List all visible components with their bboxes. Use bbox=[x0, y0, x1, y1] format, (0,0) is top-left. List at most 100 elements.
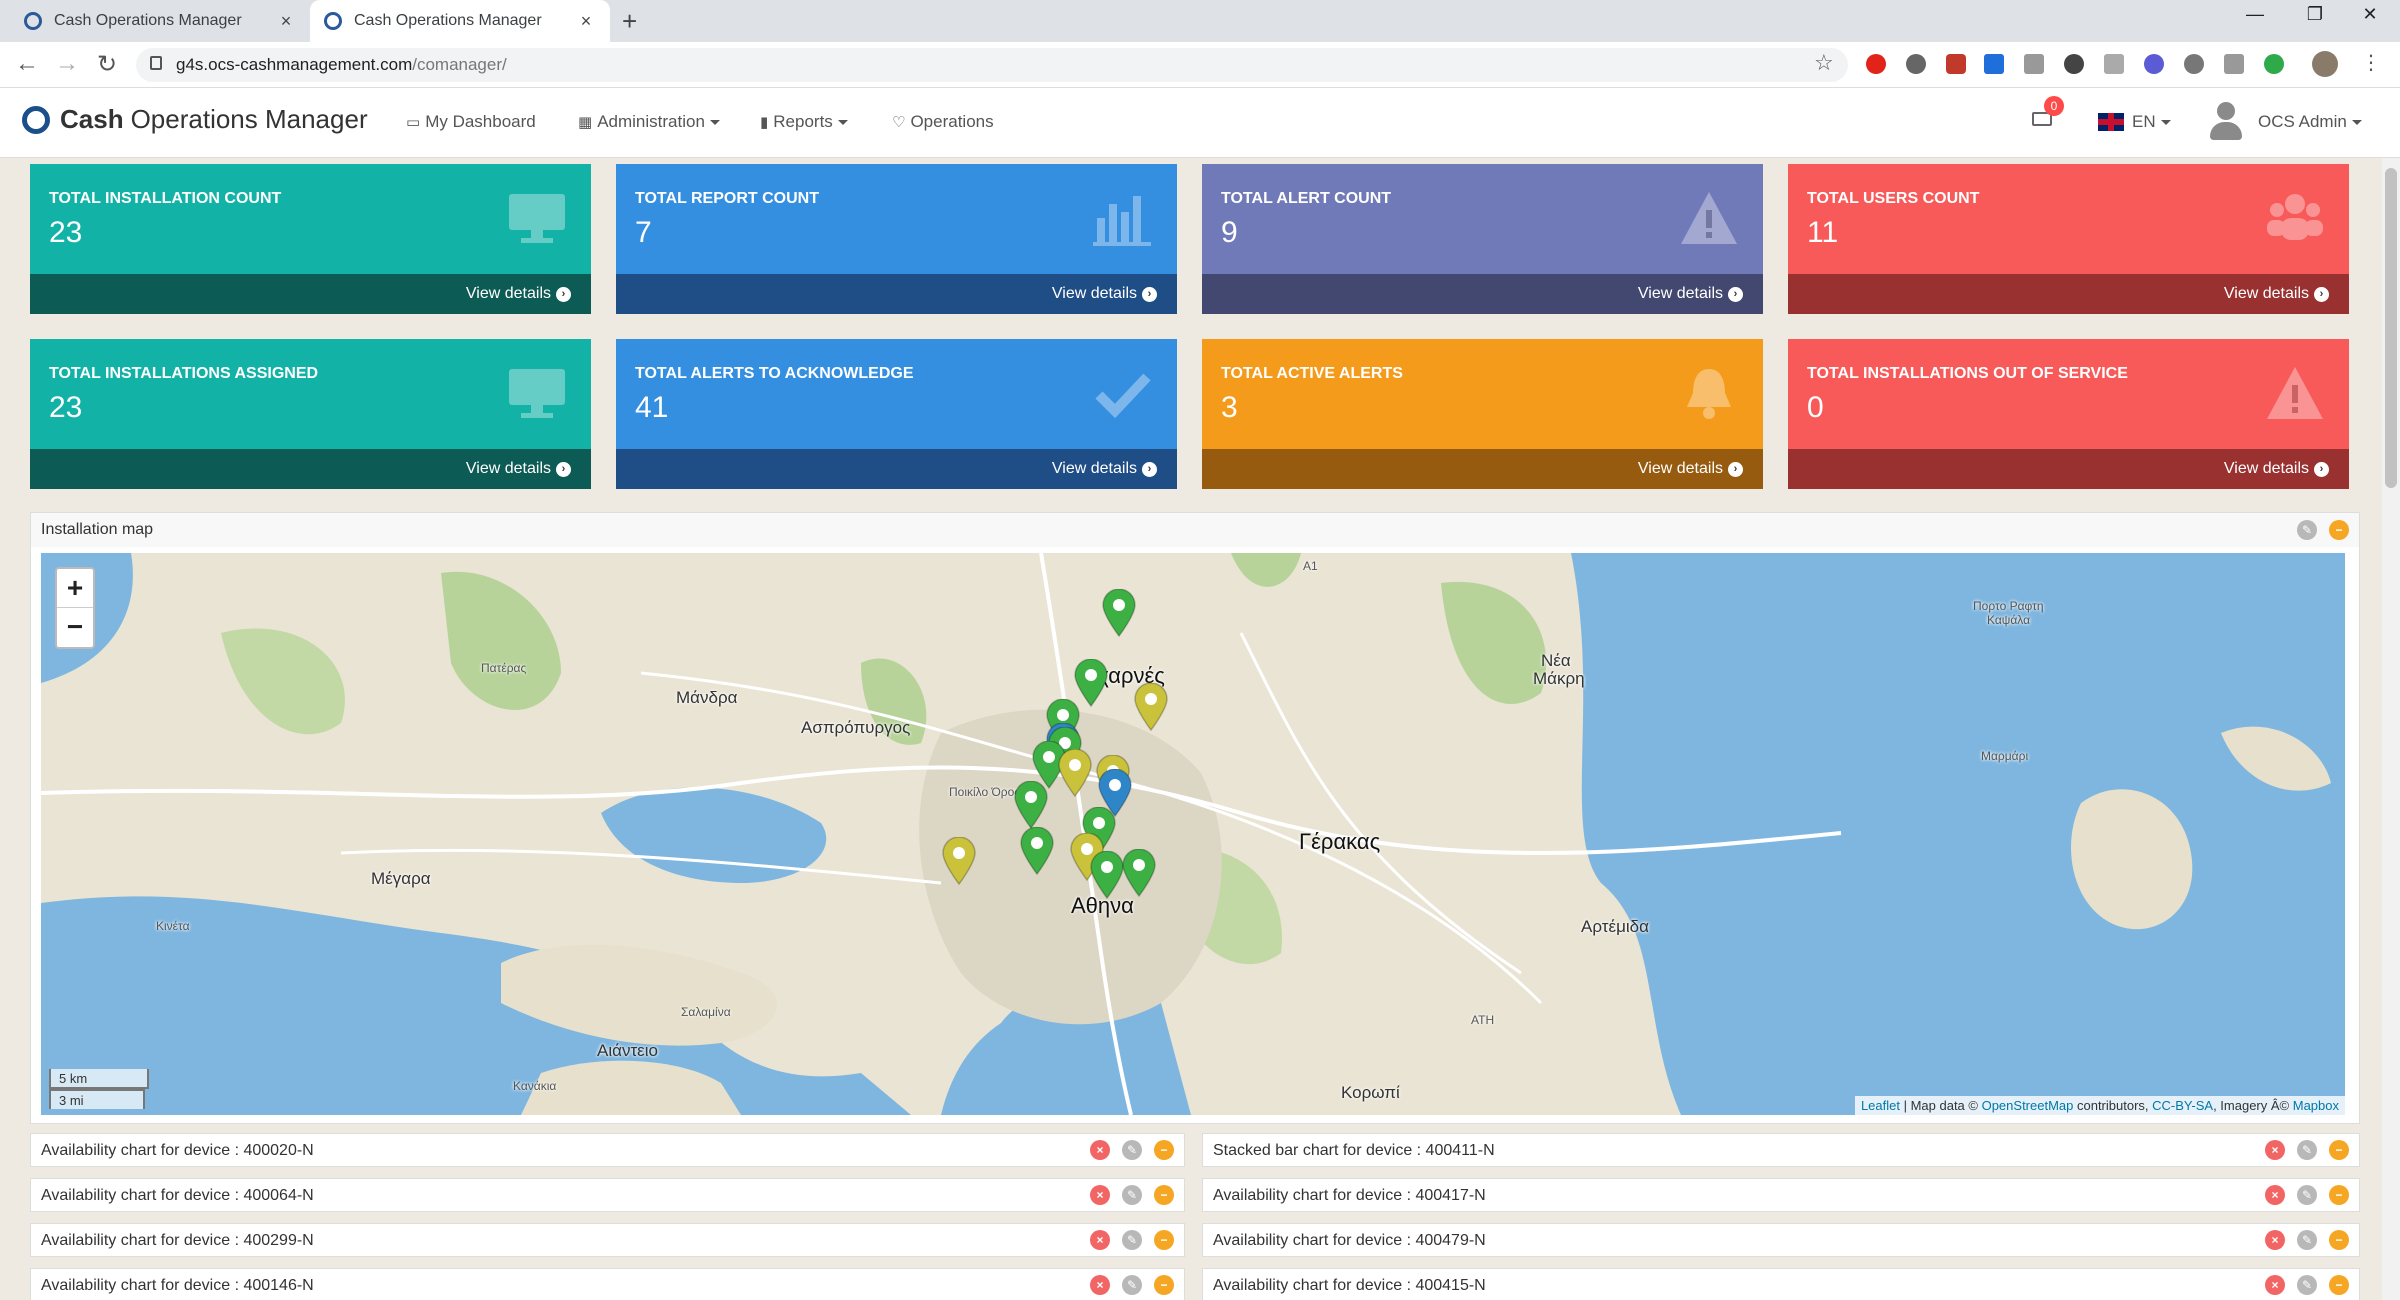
installation-map[interactable]: Μάνδρα Ασπρόπυργος Αχαρνές Αθηνα Γέρακας… bbox=[41, 553, 2345, 1115]
settings-wrench-icon[interactable]: ✎ bbox=[1122, 1140, 1142, 1160]
ublock-extension-icon[interactable] bbox=[1946, 54, 1966, 74]
user-menu[interactable]: OCS Admin bbox=[2258, 112, 2362, 132]
nav-operations[interactable]: ♡ Operations bbox=[892, 112, 994, 132]
address-bar[interactable]: g4s.ocs-cashmanagement.com/comanager/ bbox=[136, 48, 1848, 82]
collapse-minus-icon[interactable]: − bbox=[1154, 1230, 1174, 1250]
new-extension-icon[interactable] bbox=[1984, 54, 2004, 74]
settings-wrench-icon[interactable]: ✎ bbox=[2297, 520, 2317, 540]
extension-icon[interactable] bbox=[2264, 54, 2284, 74]
arrow-circle-right-icon: › bbox=[2314, 286, 2329, 302]
chart-panel-header: Availability chart for device : 400020-N… bbox=[30, 1133, 1185, 1167]
settings-wrench-icon[interactable]: ✎ bbox=[1122, 1185, 1142, 1205]
browser-menu-icon[interactable]: ⋮ bbox=[2361, 52, 2381, 74]
nav-administration[interactable]: ▦ Administration bbox=[578, 112, 720, 132]
map-pin-icon[interactable] bbox=[1121, 848, 1157, 898]
osm-link[interactable]: OpenStreetMap bbox=[1981, 1098, 2074, 1113]
extension-icon[interactable] bbox=[2224, 54, 2244, 74]
maximize-window-button[interactable]: ❐ bbox=[2306, 4, 2324, 24]
mapbox-link[interactable]: Mapbox bbox=[2292, 1098, 2339, 1113]
collapse-minus-icon[interactable]: − bbox=[2329, 1230, 2349, 1250]
chart-panel-title: Availability chart for device : 400020-N bbox=[41, 1142, 314, 1159]
view-details-link[interactable]: View details › bbox=[30, 274, 591, 314]
minimize-window-button[interactable]: — bbox=[2246, 4, 2264, 24]
view-details-link[interactable]: View details › bbox=[30, 449, 591, 489]
map-pin-icon[interactable] bbox=[941, 836, 977, 886]
collapse-minus-icon[interactable]: − bbox=[2329, 520, 2349, 540]
settings-wrench-icon[interactable]: ✎ bbox=[2297, 1140, 2317, 1160]
opera-extension-icon[interactable] bbox=[1866, 54, 1886, 74]
view-details-link[interactable]: View details › bbox=[1202, 449, 1763, 489]
forward-icon[interactable]: → bbox=[55, 50, 79, 77]
new-tab-button[interactable]: + bbox=[622, 6, 638, 36]
remove-icon[interactable]: × bbox=[2265, 1185, 2285, 1205]
extension-icon[interactable] bbox=[1906, 54, 1926, 74]
view-details-link[interactable]: View details › bbox=[1788, 449, 2349, 489]
warning-icon bbox=[1679, 190, 1739, 246]
extension-icon[interactable] bbox=[2184, 54, 2204, 74]
extension-icon[interactable] bbox=[2064, 54, 2084, 74]
license-link[interactable]: CC-BY-SA bbox=[2152, 1098, 2214, 1113]
app-navbar: Cash Operations Manager ▭ My Dashboard ▦ … bbox=[0, 88, 2400, 158]
extension-icon[interactable] bbox=[2104, 54, 2124, 74]
view-details-link[interactable]: View details › bbox=[1788, 274, 2349, 314]
page-scrollbar[interactable] bbox=[2382, 158, 2400, 1300]
browser-tab-1[interactable]: Cash Operations Manager × bbox=[10, 0, 310, 42]
map-pin-icon[interactable] bbox=[1101, 588, 1137, 638]
bookmark-star-icon[interactable]: ☆ bbox=[1814, 50, 1834, 75]
settings-wrench-icon[interactable]: ✎ bbox=[2297, 1275, 2317, 1295]
map-pin-icon[interactable] bbox=[1089, 850, 1125, 900]
collapse-minus-icon[interactable]: − bbox=[1154, 1275, 1174, 1295]
uk-flag-icon[interactable] bbox=[2098, 113, 2124, 131]
collapse-minus-icon[interactable]: − bbox=[1154, 1185, 1174, 1205]
settings-wrench-icon[interactable]: ✎ bbox=[2297, 1185, 2317, 1205]
view-details-link[interactable]: View details › bbox=[1202, 274, 1763, 314]
map-pin-icon[interactable] bbox=[1057, 748, 1093, 798]
camera-extension-icon[interactable] bbox=[2024, 54, 2044, 74]
collapse-minus-icon[interactable]: − bbox=[2329, 1140, 2349, 1160]
app-brand[interactable]: Cash Operations Manager bbox=[22, 104, 368, 135]
remove-icon[interactable]: × bbox=[2265, 1275, 2285, 1295]
back-icon[interactable]: ← bbox=[15, 50, 39, 77]
leaflet-link[interactable]: Leaflet bbox=[1860, 1098, 1900, 1113]
profile-avatar[interactable] bbox=[2312, 51, 2338, 77]
browser-tab-2[interactable]: Cash Operations Manager × bbox=[310, 0, 610, 42]
map-label: Κινέτα bbox=[156, 919, 190, 933]
close-tab-icon[interactable]: × bbox=[280, 10, 292, 31]
language-selector[interactable]: EN bbox=[2132, 112, 2171, 132]
map-label: Καψάλα bbox=[1987, 613, 2031, 627]
remove-icon[interactable]: × bbox=[1090, 1140, 1110, 1160]
map-label: Πορτο Ραφτη bbox=[1973, 599, 2044, 613]
collapse-minus-icon[interactable]: − bbox=[1154, 1140, 1174, 1160]
view-details-link[interactable]: View details › bbox=[616, 449, 1177, 489]
zoom-in-button[interactable]: + bbox=[57, 569, 93, 608]
map-pin-icon[interactable] bbox=[1073, 658, 1109, 708]
messages-button[interactable]: 0 bbox=[2032, 96, 2064, 126]
map-pin-icon[interactable] bbox=[1097, 768, 1133, 818]
remove-icon[interactable]: × bbox=[2265, 1230, 2285, 1250]
collapse-minus-icon[interactable]: − bbox=[2329, 1275, 2349, 1295]
map-pin-icon[interactable] bbox=[1133, 682, 1169, 732]
remove-icon[interactable]: × bbox=[1090, 1230, 1110, 1250]
settings-wrench-icon[interactable]: ✎ bbox=[1122, 1230, 1142, 1250]
reload-icon[interactable]: ↻ bbox=[96, 51, 118, 78]
remove-icon[interactable]: × bbox=[1090, 1185, 1110, 1205]
close-tab-icon[interactable]: × bbox=[580, 10, 592, 31]
nav-my-dashboard[interactable]: ▭ My Dashboard bbox=[406, 112, 536, 132]
map-pin-icon[interactable] bbox=[1013, 780, 1049, 830]
collapse-minus-icon[interactable]: − bbox=[2329, 1185, 2349, 1205]
remove-icon[interactable]: × bbox=[2265, 1140, 2285, 1160]
extension-icon[interactable] bbox=[2144, 54, 2164, 74]
settings-wrench-icon[interactable]: ✎ bbox=[1122, 1275, 1142, 1295]
brand-name-bold: Cash bbox=[60, 104, 124, 134]
view-details-link[interactable]: View details › bbox=[616, 274, 1177, 314]
stat-card-title: TOTAL USERS COUNT bbox=[1807, 190, 1980, 207]
map-label: A1 bbox=[1303, 559, 1318, 573]
nav-reports[interactable]: ▮ Reports bbox=[760, 112, 848, 132]
settings-wrench-icon[interactable]: ✎ bbox=[2297, 1230, 2317, 1250]
zoom-out-button[interactable]: − bbox=[66, 611, 84, 642]
user-avatar-icon[interactable] bbox=[2208, 102, 2244, 142]
scrollbar-thumb[interactable] bbox=[2385, 168, 2397, 488]
remove-icon[interactable]: × bbox=[1090, 1275, 1110, 1295]
close-window-button[interactable]: ✕ bbox=[2362, 4, 2378, 24]
map-pin-icon[interactable] bbox=[1019, 826, 1055, 876]
